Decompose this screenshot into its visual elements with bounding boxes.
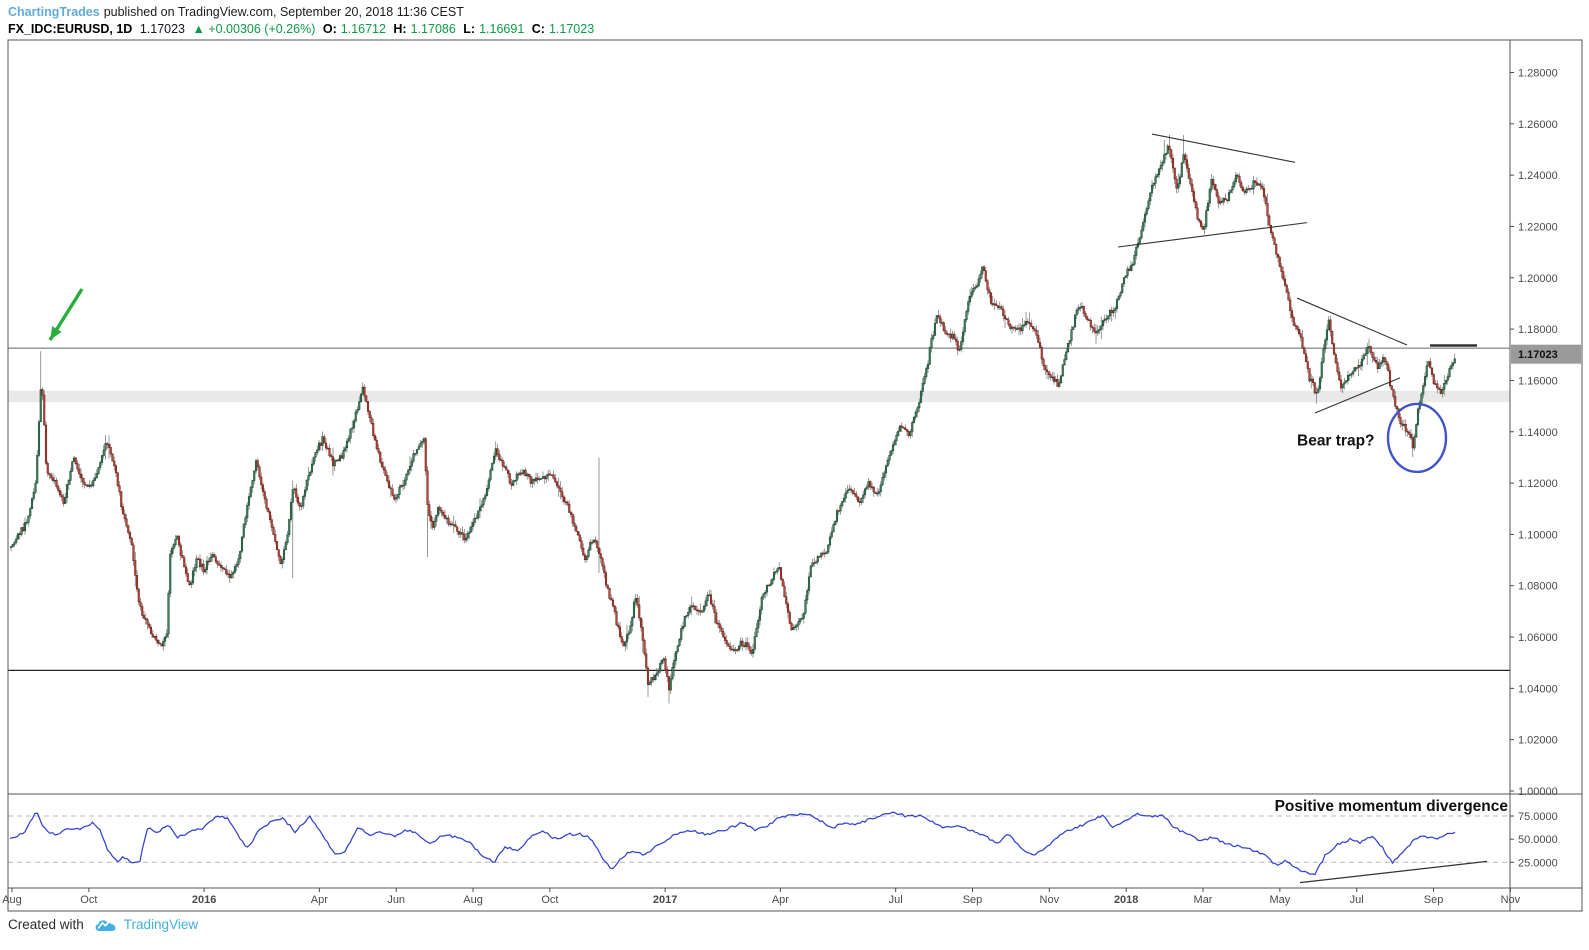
price-tick-label: 1.06000 [1518,632,1558,644]
time-tick-label: May [1269,894,1290,906]
price-tick-label: 1.14000 [1518,427,1558,439]
close-value: 1.17023 [548,22,595,36]
time-tick-label: 2017 [653,894,677,906]
price-tick-label: 1.22000 [1518,221,1558,233]
time-tick-label: Oct [541,894,558,906]
header: ChartingTrades published on TradingView.c… [8,4,598,38]
time-tick-label: Apr [311,894,328,906]
last-price-label: 1.17023 [1518,349,1558,361]
trendline [1314,377,1401,414]
price-tick-label: 1.28000 [1518,68,1558,80]
trendline [1151,133,1296,163]
green-arrowhead-icon [50,326,62,340]
rsi-tick-label: 50.0000 [1518,834,1558,846]
price-tick-label: 1.08000 [1518,581,1558,593]
byline-text: published on TradingView.com, September … [103,5,464,19]
price-annotations: Bear trap? Positive momentum divergence [48,133,1509,815]
time-tick-label: Oct [80,894,97,906]
close-label: C: [531,22,545,36]
price-axis: 1.28000 1.26000 1.24000 1.22000 1.20000 1.180… [1510,68,1558,869]
price-change: ▲ +0.00306 (+0.26%) [192,22,316,36]
rsi-divergence-trendline [1299,860,1488,884]
time-axis: Aug Oct 2016 Apr Jun Aug Oct 2017 Apr Jul Sep Nov 20… [2,888,1521,906]
low-label: L: [463,22,476,36]
price-tick-label: 1.26000 [1518,119,1558,131]
open-value: 1.16712 [340,22,386,36]
price-tick-label: 1.18000 [1518,324,1558,336]
rsi-tick-label: 75.0000 [1518,811,1558,823]
time-tick-label: Nov [1040,894,1060,906]
momentum-indicator-pane [8,811,1510,884]
time-tick-label: Jun [387,894,405,906]
time-tick-label: Sep [1424,894,1444,906]
time-tick-label: Jul [1350,894,1364,906]
low-value: 1.16691 [479,22,525,36]
open-label: O: [322,22,337,36]
annotation-text: Positive momentum divergence [1275,798,1509,815]
price-tick-label: 1.12000 [1518,478,1558,490]
time-tick-label: Nov [1501,894,1521,906]
time-tick-label: 2016 [192,894,216,906]
time-tick-label: Sep [963,894,983,906]
price-tick-label: 1.04000 [1518,683,1558,695]
byline: ChartingTrades published on TradingView.c… [8,4,598,21]
rsi-tick-label: 25.0000 [1518,857,1558,869]
price-tick-label: 1.24000 [1518,170,1558,182]
time-tick-label: Apr [772,894,789,906]
symbol-row: FX_IDC:EURUSD, 1D 1.17023 ▲ +0.00306 (+0… [8,21,598,38]
price-tick-label: 1.00000 [1518,786,1558,798]
created-with-text: Created with [8,917,84,932]
time-tick-label: 2018 [1114,894,1138,906]
last-price-axis-label: 1.17023 [1511,344,1581,364]
high-label: H: [393,22,407,36]
chart-frame [7,39,1583,912]
price-tick-label: 1.20000 [1518,273,1558,285]
price-tick-label: 1.10000 [1518,529,1558,541]
tradingview-brand-link[interactable]: TradingView [123,917,199,932]
price-tick-label: 1.16000 [1518,375,1558,387]
time-tick-label: Aug [463,894,483,906]
trendline [1296,297,1408,346]
tradingview-logo-icon[interactable] [94,916,118,933]
byline-username[interactable]: ChartingTrades [8,5,100,19]
high-value: 1.17086 [410,22,456,36]
candlestick-series [9,134,1456,704]
price-tick-label: 1.02000 [1518,735,1558,747]
symbol-name: FX_IDC:EURUSD, 1D [8,22,133,36]
annotation-text: Bear trap? [1297,433,1375,450]
price-zone-band [8,347,1510,671]
rsi-line [9,811,1456,876]
time-tick-label: Mar [1194,894,1213,906]
time-tick-label: Jul [889,894,903,906]
footer: Created with TradingView [8,916,198,933]
time-tick-label: Aug [2,894,22,906]
trendline [1117,222,1308,248]
bear-trap-circle [1386,402,1448,474]
last-price: 1.17023 [139,22,185,36]
